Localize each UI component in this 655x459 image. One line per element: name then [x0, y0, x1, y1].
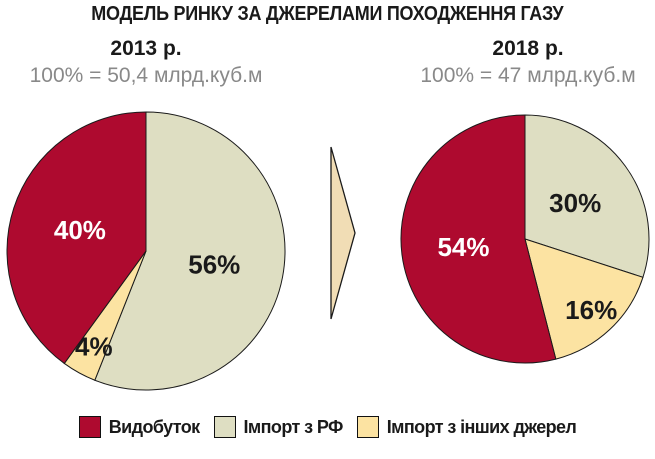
- legend-swatch-import-rf: [213, 416, 236, 438]
- legend-item-vydobutok: Видобуток: [78, 416, 200, 438]
- pie-label-import-other: 16%: [565, 295, 617, 325]
- subtitle-2013: 2013 р.: [110, 37, 182, 60]
- pie-label-import-rf: 56%: [188, 249, 240, 279]
- pie-label-vydobutok: 54%: [437, 232, 489, 262]
- transition-arrow-icon: [330, 146, 356, 320]
- legend-item-import-rf: Імпорт з РФ: [213, 416, 344, 438]
- subtitle-2018: 2018 р.: [492, 37, 564, 60]
- legend-item-import-other: Імпорт з інших джерел: [356, 416, 577, 438]
- chart-title-text: МОДЕЛЬ РИНКУ ЗА ДЖЕРЕЛАМИ ПОХОДЖЕННЯ ГАЗ…: [91, 3, 564, 25]
- legend: Видобуток Імпорт з РФ Імпорт з інших джере…: [0, 416, 655, 438]
- legend-swatch-import-other: [356, 416, 379, 438]
- legend-swatch-vydobutok: [78, 416, 101, 438]
- pie-slice-import-rf: [524, 114, 650, 278]
- legend-label-vydobutok: Видобуток: [108, 416, 200, 437]
- pie-slice-vydobutok: [6, 111, 147, 365]
- pie-slice-vydobutok: [400, 114, 557, 364]
- pie-label-import-rf: 30%: [549, 188, 601, 218]
- pie-label-vydobutok: 40%: [54, 215, 106, 245]
- total-2013: 100% = 50,4 млрд.куб.м: [29, 64, 263, 87]
- pie-slice-import-rf: [94, 111, 286, 391]
- legend-label-import-rf: Імпорт з РФ: [243, 416, 344, 437]
- pie-chart-2013: 56%4%40%: [6, 111, 286, 391]
- pie-slice-import-other: [524, 238, 644, 360]
- arrow-shape: [330, 146, 356, 320]
- chart-title: МОДЕЛЬ РИНКУ ЗА ДЖЕРЕЛАМИ ПОХОДЖЕННЯ ГАЗ…: [0, 3, 655, 26]
- total-2018: 100% = 47 млрд.куб.м: [420, 64, 636, 87]
- pie-chart-2018: 30% 16% 54%: [400, 114, 650, 364]
- legend-label-import-other: Імпорт з інших джерел: [386, 416, 577, 437]
